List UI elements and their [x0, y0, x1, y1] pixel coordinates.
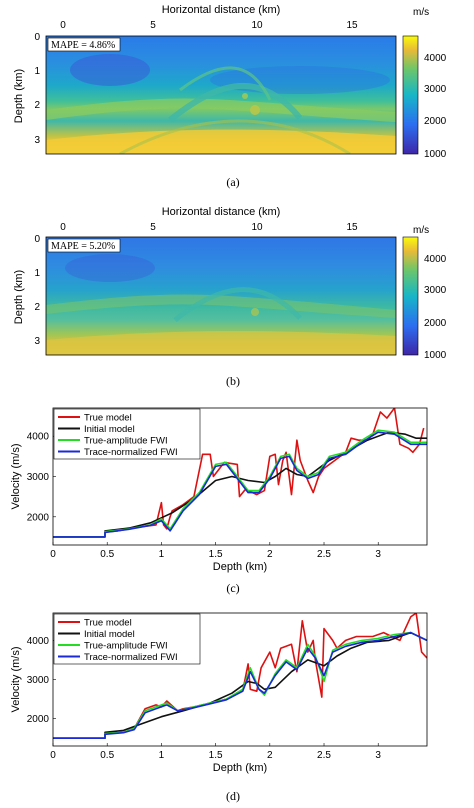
x-tick-label: 1.5: [209, 549, 223, 560]
y-tick-label: 2000: [27, 714, 50, 725]
y-tick-label: 3000: [27, 675, 50, 686]
series-line-initial-model: [53, 431, 427, 538]
series-lines: [53, 408, 427, 538]
y-tick-label: 4000: [27, 636, 50, 647]
x-tick: 0: [60, 20, 66, 31]
x-tick-label: 0.5: [100, 549, 114, 560]
y-tick: 2: [34, 100, 40, 111]
y-tick: 0: [34, 234, 40, 245]
x-tick-label: 1.5: [209, 750, 223, 761]
plot-frame: [52, 407, 428, 546]
legend-entry: True model: [84, 618, 132, 629]
y-tick: 2: [34, 302, 40, 313]
colorbar-unit: m/s: [413, 225, 429, 236]
legend-entry: True-amplitude FWI: [84, 641, 168, 652]
y-tick: 3: [34, 336, 40, 347]
x-tick-label: 2.5: [317, 549, 331, 560]
legend-entry: Initial model: [84, 424, 135, 435]
series-line-true-model: [53, 613, 427, 740]
colorbar-tick: 1000: [424, 350, 447, 361]
colorbar-tick: 2000: [424, 318, 447, 329]
x-ticks: 0 5 10 15: [60, 20, 358, 31]
y-tick: 1: [34, 66, 40, 77]
x-tick: 10: [251, 222, 263, 233]
legend-entry: Initial model: [84, 629, 135, 640]
colorbar-b: [402, 236, 419, 356]
y-tick-label: 3000: [27, 472, 50, 483]
caption-c: (c): [226, 581, 239, 595]
x-tick-label: 0: [50, 750, 56, 761]
xlabel: Horizontal distance (km): [162, 4, 281, 16]
x-tick-label: 3: [375, 750, 381, 761]
plot-frame: [52, 612, 428, 747]
velocity-image-b: [46, 237, 396, 355]
x-tick-label: 2: [267, 750, 273, 761]
xlabel: Horizontal distance (km): [162, 206, 281, 218]
ylabel: Velocity (m/s): [10, 443, 22, 509]
x-tick-label: 1: [159, 750, 165, 761]
xlabel: Depth (km): [213, 762, 267, 774]
x-ticks: 0 5 10 15: [60, 222, 358, 233]
legend-entry: True-amplitude FWI: [84, 436, 168, 447]
x-tick: 15: [346, 222, 358, 233]
ylabel: Velocity (m/s): [10, 646, 22, 712]
y-tick-label: 4000: [27, 432, 50, 443]
x-tick-label: 2: [267, 549, 273, 560]
y-tick: 1: [34, 268, 40, 279]
ylabel: Depth (km): [13, 270, 25, 324]
series-line-initial-model: [53, 631, 427, 740]
series-lines: [53, 613, 427, 740]
y-ticks: 0 1 2 3: [34, 32, 40, 146]
series-line-trace-normalized-fwi: [53, 631, 427, 740]
colorbar-tick: 2000: [424, 116, 447, 127]
legend-entry: Trace-normalized FWI: [84, 652, 178, 663]
colorbar-a: [402, 35, 419, 155]
x-tick-label: 2.5: [317, 750, 331, 761]
panel-b: Horizontal distance (km) 0 5 10 15 0 1 2…: [13, 206, 447, 361]
colorbar-tick: 4000: [424, 254, 447, 265]
colorbar-tick: 3000: [424, 285, 447, 296]
x-tick-label: 0: [50, 549, 56, 560]
x-tick-label: 1: [159, 549, 165, 560]
ylabel: Depth (km): [13, 69, 25, 123]
y-tick-label: 2000: [27, 512, 50, 523]
y-tick: 0: [34, 32, 40, 43]
x-tick: 10: [251, 20, 263, 31]
x-tick: 15: [346, 20, 358, 31]
panel-a: Horizontal distance (km) 0 5 10 15 0 1 2…: [13, 4, 447, 160]
x-tick-label: 0.5: [100, 750, 114, 761]
colorbar-tick: 3000: [424, 84, 447, 95]
mape-label-a: MAPE = 4.86%: [51, 40, 115, 51]
mape-label-b: MAPE = 5.20%: [51, 241, 115, 252]
x-tick: 5: [150, 20, 156, 31]
colorbar-tick: 4000: [424, 53, 447, 64]
series-line-trace-normalized-fwi: [53, 431, 427, 538]
caption-a: (a): [226, 175, 239, 189]
y-tick: 3: [34, 135, 40, 146]
series-line-true-amplitude-fwi: [53, 429, 427, 538]
x-tick-label: 3: [375, 549, 381, 560]
colorbar-tick: 1000: [424, 149, 447, 160]
legend-entry: True model: [84, 413, 132, 424]
y-ticks: 0 1 2 3: [34, 234, 40, 347]
x-tick: 5: [150, 222, 156, 233]
legend-entry: Trace-normalized FWI: [84, 447, 178, 458]
velocity-image-a: [46, 36, 396, 154]
x-tick: 0: [60, 222, 66, 233]
xlabel: Depth (km): [213, 561, 267, 573]
colorbar-unit: m/s: [413, 7, 429, 18]
caption-b: (b): [226, 374, 240, 388]
caption-d: (d): [226, 789, 240, 803]
